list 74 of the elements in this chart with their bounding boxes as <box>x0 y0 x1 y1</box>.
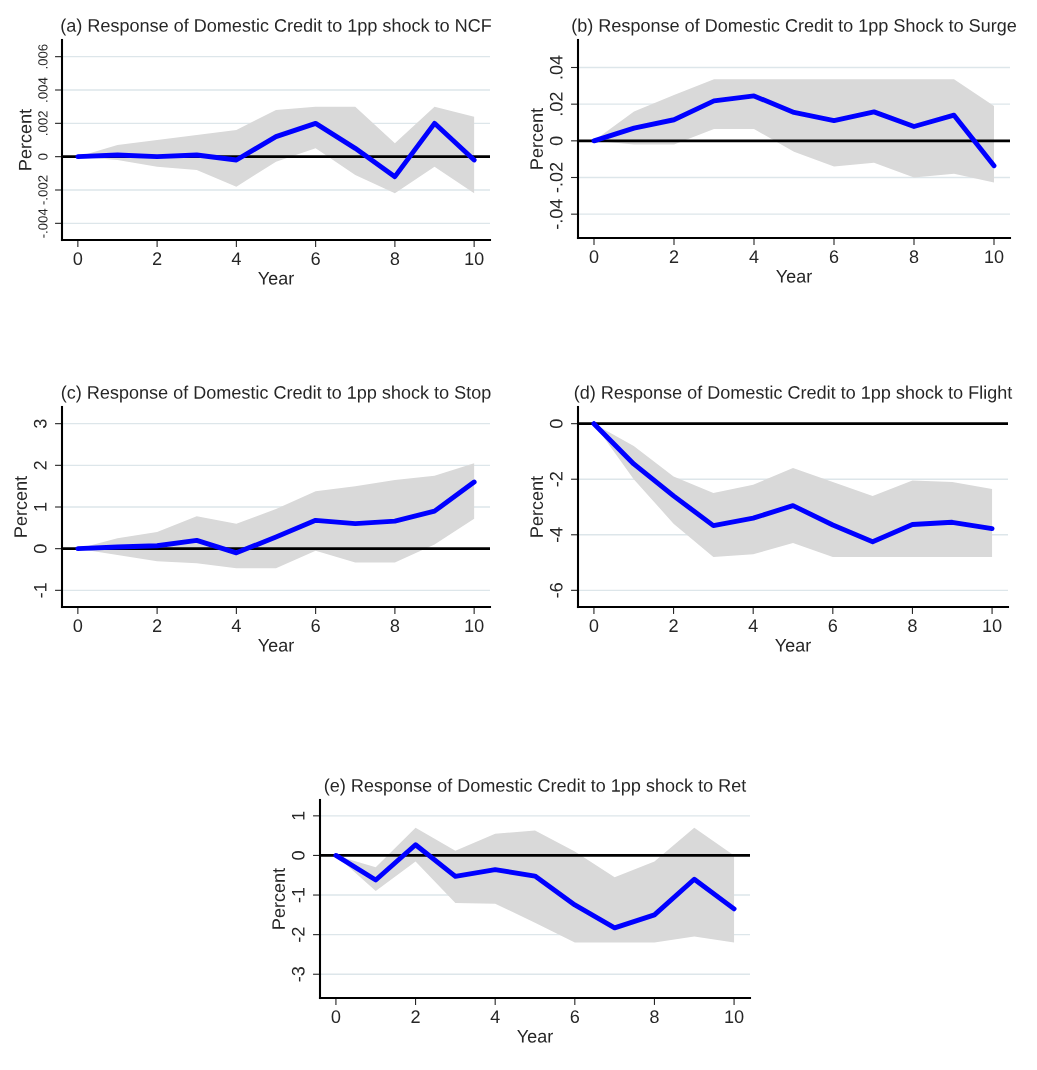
x-tick-label: 8 <box>390 252 400 266</box>
x-tick-label: 10 <box>465 619 484 633</box>
x-axis-title: Year <box>258 639 294 652</box>
y-tick-label: -1 <box>292 887 305 903</box>
x-tick-label: 0 <box>331 1010 341 1024</box>
y-axis-title: Percent <box>272 868 286 929</box>
x-tick-label: 6 <box>829 250 839 264</box>
line-series <box>75 479 477 556</box>
y-tick-label: .004 <box>38 77 48 102</box>
x-tick-label: 4 <box>490 1010 500 1023</box>
x-tick-label: 8 <box>650 1010 659 1024</box>
x-tick-label: 6 <box>311 252 320 266</box>
x-tick-label: 2 <box>669 250 679 263</box>
x-tick-label: 0 <box>589 619 599 633</box>
x-tick-label: 6 <box>570 1010 580 1024</box>
x-tick-label: 6 <box>828 619 838 633</box>
x-tick-label: 2 <box>669 619 678 632</box>
y-tick-label: .002 <box>38 111 48 135</box>
line-series <box>591 93 997 169</box>
chart-title: (c) Response of Domestic Credit to 1pp shock to Stop <box>61 385 491 403</box>
y-tick-label: 0 <box>38 153 48 160</box>
x-axis-title: Year <box>776 270 812 283</box>
y-axis-title: Percent <box>530 108 544 169</box>
x-tick-label: 8 <box>908 619 917 633</box>
x-tick-label: 10 <box>983 619 1002 633</box>
y-tick-label: -.002 <box>38 175 48 205</box>
x-tick-label: 2 <box>153 619 162 632</box>
x-tick-label: 4 <box>231 619 241 632</box>
x-axis-title: Year <box>258 272 294 285</box>
chart-title: (d) Response of Domestic Credit to 1pp shock to Flight <box>574 385 1013 403</box>
x-tick-label: 4 <box>231 252 241 265</box>
chart-title: (e) Response of Domestic Credit to 1pp shock to Ret <box>324 778 747 796</box>
y-tick-label: 1 <box>292 811 305 820</box>
x-tick-label: 2 <box>153 252 162 265</box>
x-tick-label: 8 <box>390 619 400 633</box>
y-tick-label: 2 <box>33 461 47 470</box>
x-tick-label: 0 <box>73 252 83 266</box>
y-tick-label: -2 <box>549 472 563 487</box>
y-tick-label: -4 <box>550 527 563 542</box>
y-axis-title: Percent <box>530 476 544 537</box>
x-tick-label: 4 <box>749 250 759 263</box>
y-tick-label: 0 <box>549 419 563 428</box>
x-tick-label: 10 <box>725 1010 744 1024</box>
chart-title: (b) Response of Domestic Credit to 1pp Shock to Surge <box>572 18 1017 36</box>
x-tick-label: 10 <box>465 252 484 266</box>
x-tick-label: 0 <box>73 619 83 633</box>
x-tick-label: 4 <box>748 619 758 632</box>
y-tick-label: -1 <box>34 583 47 598</box>
x-tick-label: 10 <box>985 250 1004 264</box>
y-axis-title: Percent <box>18 109 32 170</box>
y-tick-label: .04 <box>549 55 563 79</box>
y-axis-title: Percent <box>14 476 28 537</box>
x-tick-label: 2 <box>411 1010 420 1023</box>
y-tick-label: 0 <box>291 851 305 860</box>
y-tick-label: 0 <box>549 136 563 146</box>
y-tick-label: 1 <box>34 502 47 511</box>
y-tick-label: -.004 <box>38 208 48 238</box>
y-tick-label: -6 <box>549 583 563 598</box>
y-tick-label: .006 <box>38 44 48 69</box>
chart-title: (a) Response of Domestic Credit to 1pp shock to NCF <box>61 18 492 36</box>
x-tick-label: 8 <box>909 250 919 264</box>
line-series <box>75 120 477 180</box>
y-tick-label: -3 <box>291 967 305 982</box>
y-tick-label: -2 <box>291 927 305 942</box>
x-axis-title: Year <box>517 1030 553 1043</box>
x-axis-title: Year <box>775 639 811 652</box>
y-tick-label: -.04 <box>549 199 563 229</box>
y-tick-label: .02 <box>549 92 563 116</box>
y-tick-label: -.02 <box>549 162 563 193</box>
line-series <box>333 842 737 931</box>
x-tick-label: 0 <box>589 250 599 264</box>
x-tick-label: 6 <box>311 619 320 633</box>
y-tick-label: 0 <box>33 544 47 553</box>
y-tick-label: 3 <box>33 419 47 428</box>
